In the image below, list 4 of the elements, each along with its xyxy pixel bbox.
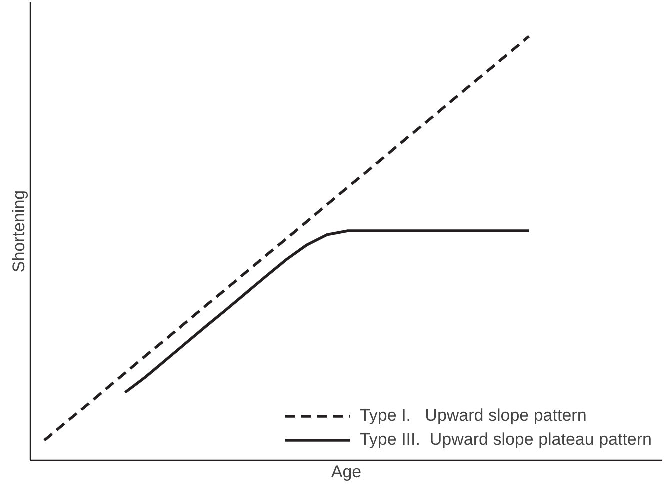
legend-label: Type III. Upward slope plateau pattern [360,430,652,450]
legend-label: Type I. Upward slope pattern [360,406,587,426]
x-axis-title: Age [331,462,362,482]
y-axis-title: Shortening [10,190,28,273]
